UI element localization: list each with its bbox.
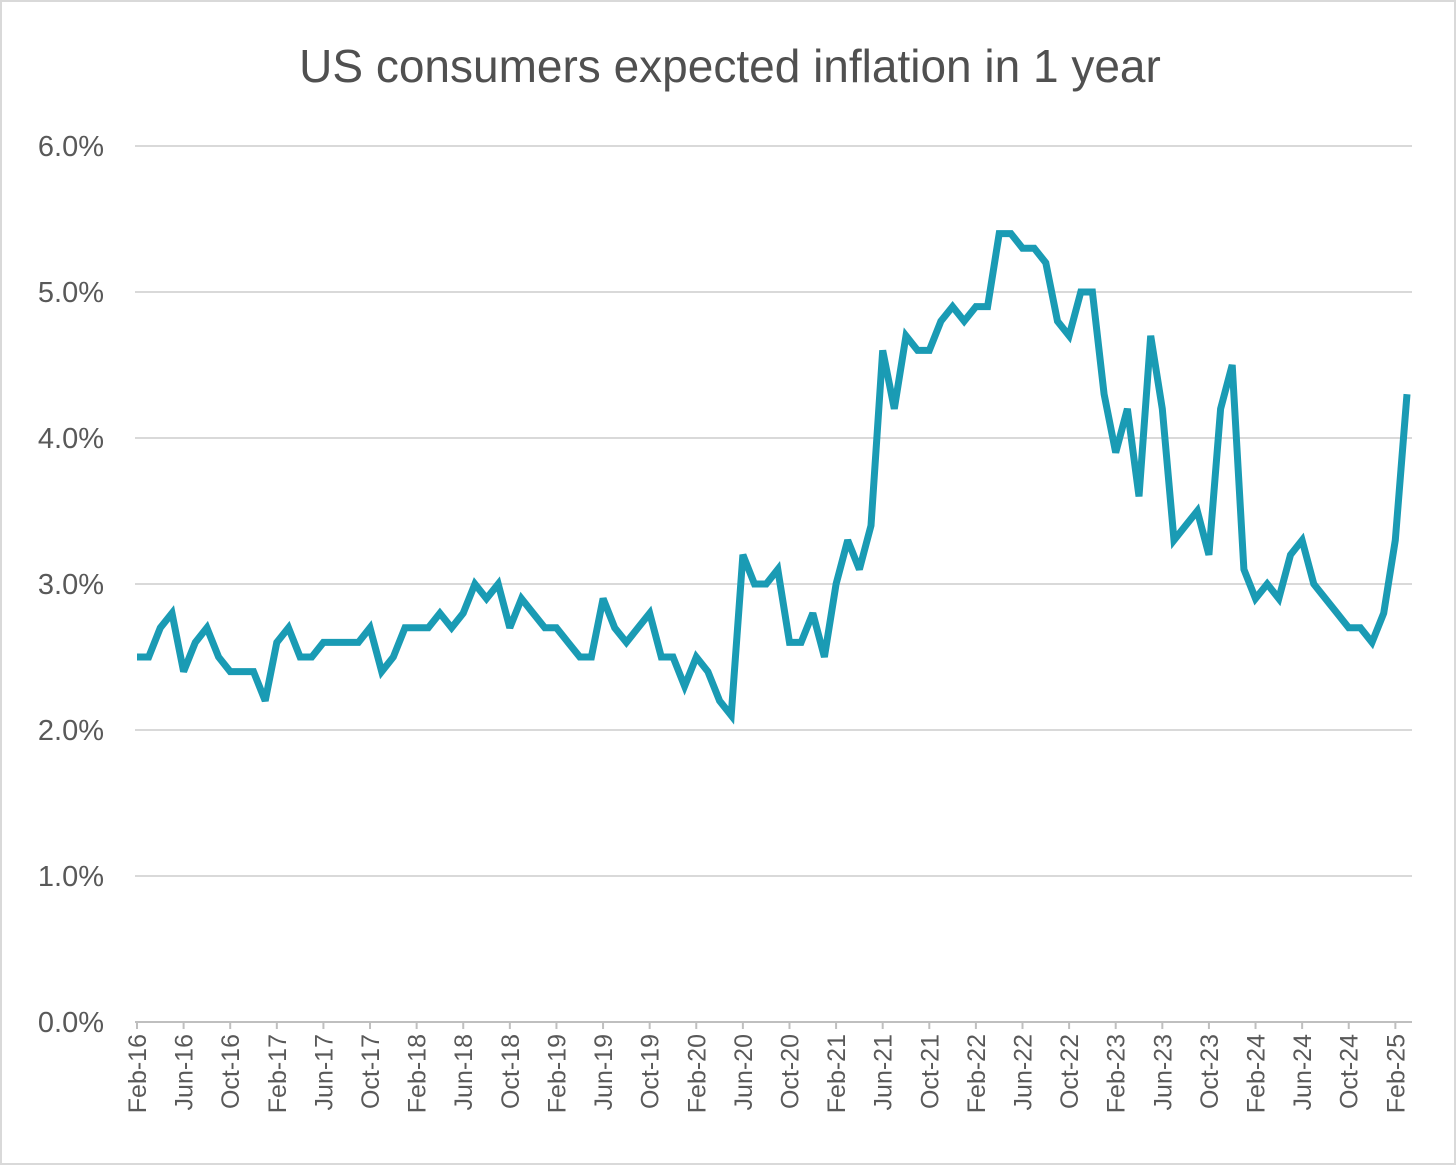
x-tick-label: Jun-19 (590, 1034, 618, 1110)
x-tick-label: Oct-23 (1196, 1034, 1224, 1109)
x-tick-label: Feb-25 (1382, 1034, 1410, 1113)
x-tick-label: Feb-19 (543, 1034, 571, 1113)
series-line (137, 230, 1411, 725)
x-tick-label: Jun-20 (730, 1034, 758, 1110)
x-tick-label: Feb-17 (264, 1034, 292, 1113)
x-tick-label: Feb-18 (404, 1034, 432, 1113)
x-tick-label: Jun-22 (1010, 1034, 1038, 1110)
x-axis-tick-labels: Feb-16 Jun-16 Oct-16 Feb-17 Jun-17 Oct-17 Feb-… (124, 1022, 1410, 1113)
y-tick-label: 2.0% (38, 715, 104, 747)
x-tick-label: Oct-19 (637, 1034, 665, 1109)
y-tick-label: 6.0% (38, 131, 104, 163)
x-tick-label: Feb-23 (1103, 1034, 1131, 1113)
x-tick-label: Jun-18 (450, 1034, 478, 1110)
chart-title: US consumers expected inflation in 1 yea… (299, 40, 1161, 92)
y-tick-label: 3.0% (38, 569, 104, 601)
x-tick-label: Jun-16 (171, 1034, 199, 1110)
x-tick-label: Oct-17 (357, 1034, 385, 1109)
x-tick-label: Jun-24 (1289, 1034, 1317, 1111)
x-tick-label: Oct-18 (497, 1034, 525, 1109)
x-tick-label: Jun-23 (1149, 1034, 1177, 1110)
y-tick-label: 0.0% (38, 1007, 104, 1039)
x-tick-label: Feb-20 (683, 1034, 711, 1113)
x-tick-label: Feb-22 (963, 1034, 991, 1113)
x-tick-label: Jun-17 (310, 1034, 338, 1110)
x-tick-label: Feb-16 (124, 1034, 152, 1113)
series-layer (136, 230, 1411, 725)
x-tick-label: Feb-21 (823, 1034, 851, 1113)
x-tick-label: Oct-16 (217, 1034, 245, 1109)
x-tick-label: Oct-22 (1056, 1034, 1084, 1109)
y-tick-label: 5.0% (38, 277, 104, 309)
y-tick-label: 1.0% (38, 861, 104, 893)
gridlines (135, 145, 1412, 1023)
y-axis-tick-labels: 0.0% 1.0% 2.0% 3.0% 4.0% 5.0% 6.0% (38, 131, 104, 1039)
x-tick-label: Oct-20 (776, 1034, 804, 1109)
y-tick-label: 4.0% (38, 423, 104, 455)
x-tick-label: Feb-24 (1243, 1034, 1271, 1113)
x-tick-label: Oct-24 (1336, 1034, 1364, 1109)
x-tick-label: Jun-21 (870, 1034, 898, 1110)
x-tick-label: Oct-21 (916, 1034, 944, 1109)
